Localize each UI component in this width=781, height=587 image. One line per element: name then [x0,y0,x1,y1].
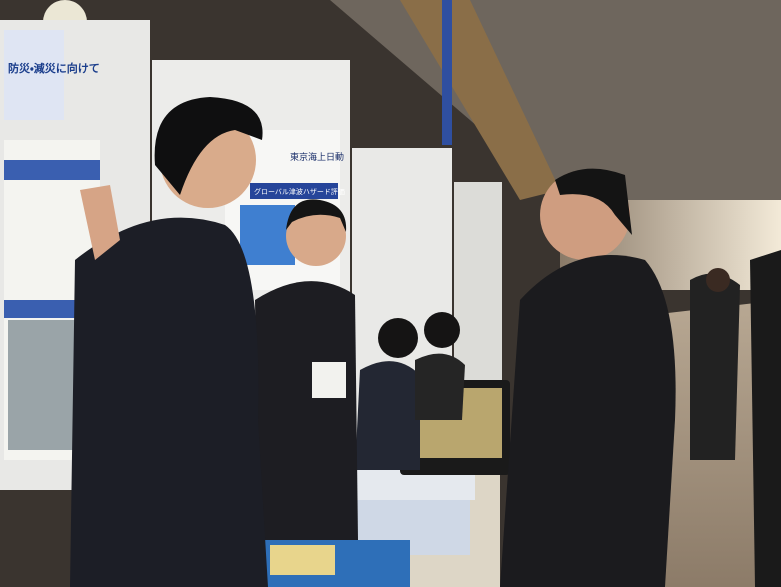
banner-pole [442,0,452,145]
left-poster-band [4,160,100,180]
hand [80,185,120,260]
left-poster-header [4,30,64,120]
seated-person [355,361,420,470]
name-badge [312,362,346,398]
booklet [270,545,335,575]
booth-panel [454,182,502,382]
suit [500,255,676,587]
hair [555,168,632,235]
center-poster-band [250,183,338,199]
face [286,206,346,266]
hair [154,97,263,195]
seated-person [415,353,465,420]
head [706,268,730,292]
center-poster-map [240,205,295,265]
suit [70,217,268,587]
suit [255,281,358,540]
background-person [750,250,781,587]
center-poster-brand: 東京海上日動 [290,151,344,163]
left-poster-title: 防災・減災に向けて [8,61,100,75]
head [424,312,460,348]
center-poster-title: グローバル津波ハザード評価 [254,187,345,196]
ceiling-beam [400,0,560,200]
head [378,318,418,358]
hair [286,199,347,232]
background-person [690,273,740,460]
